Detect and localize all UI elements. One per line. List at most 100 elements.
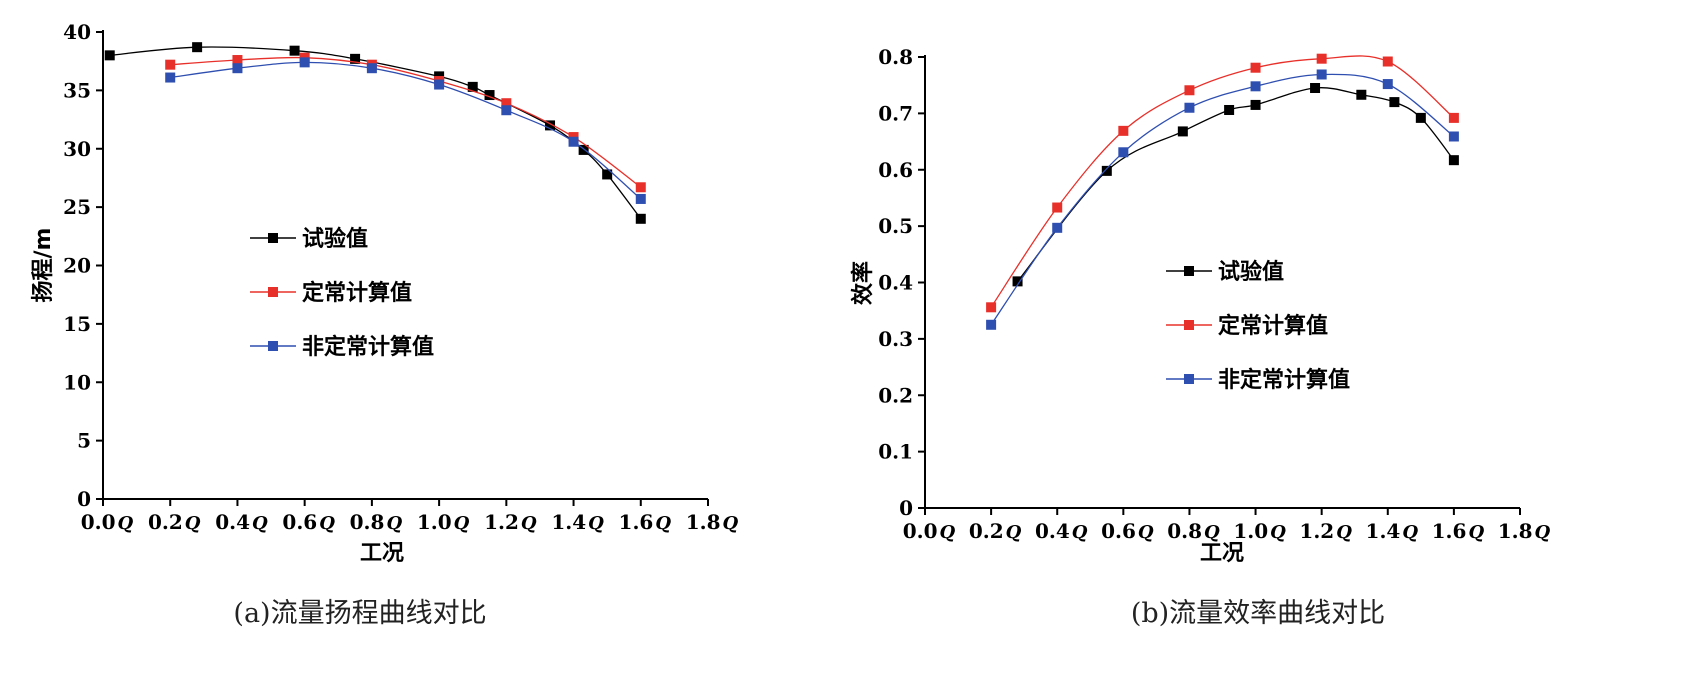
x-tick-value: 1.2 <box>484 510 519 534</box>
x-tick-value: 0.8 <box>1167 519 1202 543</box>
x-tick-suffix: Q <box>1402 522 1418 543</box>
x-tick-label: 0.2 Q <box>148 510 201 534</box>
data-point-marker <box>568 136 579 147</box>
x-tick-value: 0.4 <box>215 510 250 534</box>
legend-marker <box>1184 374 1194 384</box>
x-tick-label: 1.0 Q <box>417 510 470 534</box>
x-tick-suffix: Q <box>454 513 470 534</box>
x-tick-value: 0.4 <box>1035 519 1070 543</box>
x-axis-label: 工况 <box>1200 541 1244 566</box>
figure-caption: (a)流量扬程曲线对比 <box>233 598 486 629</box>
series-line <box>990 73 1455 326</box>
data-point-marker <box>1250 62 1261 73</box>
data-point-marker <box>165 59 176 70</box>
y-tick-label: 0.7 <box>878 101 913 125</box>
data-point-marker <box>434 79 445 90</box>
x-tick-label: 1.4 Q <box>1366 519 1419 543</box>
legend-marker <box>268 341 278 351</box>
series-line <box>170 61 642 200</box>
data-point-marker <box>366 63 377 74</box>
x-tick-label: 1.8 Q <box>686 510 739 534</box>
y-tick-label: 0.1 <box>878 440 913 464</box>
figure-caption: (b)流量效率曲线对比 <box>1131 598 1385 629</box>
x-tick-suffix: Q <box>1006 522 1022 543</box>
data-point-marker <box>1184 85 1195 96</box>
data-point-marker <box>1250 81 1261 92</box>
data-point-marker <box>299 57 310 68</box>
y-tick-label: 20 <box>63 254 91 278</box>
x-tick-value: 1.8 <box>1498 519 1533 543</box>
legend-label: 试验值 <box>1218 259 1284 285</box>
legend-label: 非定常计算值 <box>1218 367 1350 393</box>
x-tick-value: 1.6 <box>1432 519 1467 543</box>
data-point-marker <box>1224 104 1235 115</box>
x-tick-value: 1.4 <box>1366 519 1401 543</box>
data-point-marker <box>1415 112 1426 123</box>
data-point-marker <box>104 50 115 61</box>
y-tick-label: 35 <box>63 78 91 102</box>
x-tick-value: 0.6 <box>1101 519 1136 543</box>
x-tick-label: 0.4 Q <box>215 510 268 534</box>
x-tick-value: 0.8 <box>350 510 385 534</box>
x-tick-value: 0.6 <box>282 510 317 534</box>
data-point-marker <box>1382 79 1393 90</box>
legend-label: 非定常计算值 <box>302 334 434 360</box>
y-tick-label: 5 <box>77 429 91 453</box>
data-point-marker <box>501 98 512 109</box>
data-point-marker <box>1184 102 1195 113</box>
efficiency-chart-panel: 00.10.20.30.40.50.60.70.80.0 Q 0.2 Q 0.4 Q 0.6… <box>850 45 1551 629</box>
x-tick-value: 1.4 <box>551 510 586 534</box>
x-tick-suffix: Q <box>118 513 134 534</box>
x-tick-label: 1.8 Q <box>1498 519 1551 543</box>
legend-label: 定常计算值 <box>1218 313 1328 339</box>
x-tick-label: 1.2 Q <box>484 510 537 534</box>
data-point-marker <box>1012 276 1023 287</box>
legend-marker <box>1184 266 1194 276</box>
y-tick-label: 0.2 <box>878 383 913 407</box>
x-tick-label: 0.0 Q <box>903 519 956 543</box>
x-tick-suffix: Q <box>655 513 671 534</box>
data-point-marker <box>545 120 556 131</box>
legend-marker <box>268 287 278 297</box>
data-point-marker <box>635 193 646 204</box>
data-point-marker <box>635 182 646 193</box>
x-tick-value: 1.8 <box>686 510 721 534</box>
x-tick-suffix: Q <box>1072 522 1088 543</box>
x-tick-label: 1.4 Q <box>551 510 604 534</box>
series-line <box>1017 87 1455 282</box>
x-axis-label: 工况 <box>360 541 404 566</box>
x-tick-suffix: Q <box>940 522 956 543</box>
y-tick-label: 40 <box>63 20 91 44</box>
y-tick-label: 0 <box>899 496 913 520</box>
legend-marker <box>1184 320 1194 330</box>
series-line <box>170 56 642 188</box>
data-point-marker <box>986 319 997 330</box>
y-tick-label: 0.4 <box>878 271 913 295</box>
data-point-marker <box>1177 126 1188 137</box>
data-point-marker <box>1250 99 1261 110</box>
y-tick-label: 0.8 <box>878 45 913 69</box>
data-point-marker <box>1382 56 1393 67</box>
x-tick-suffix: Q <box>1138 522 1154 543</box>
y-tick-label: 25 <box>63 195 91 219</box>
y-tick-label: 0.5 <box>878 214 913 238</box>
data-point-marker <box>602 169 613 180</box>
y-tick-label: 0.6 <box>878 158 913 182</box>
data-point-marker <box>467 81 478 92</box>
y-tick-label: 30 <box>63 137 91 161</box>
x-tick-suffix: Q <box>1535 522 1551 543</box>
x-tick-label: 1.2 Q <box>1299 519 1352 543</box>
x-tick-label: 0.2 Q <box>969 519 1022 543</box>
data-point-marker <box>232 63 243 74</box>
data-point-marker <box>1316 53 1327 64</box>
data-point-marker <box>1118 147 1129 158</box>
data-point-marker <box>1389 97 1400 108</box>
x-tick-value: 1.2 <box>1299 519 1334 543</box>
x-tick-value: 0.0 <box>81 510 116 534</box>
legend-label: 试验值 <box>302 226 368 252</box>
x-tick-suffix: Q <box>1204 522 1220 543</box>
y-tick-label: 0 <box>77 487 91 511</box>
x-tick-label: 0.8 Q <box>1167 519 1220 543</box>
